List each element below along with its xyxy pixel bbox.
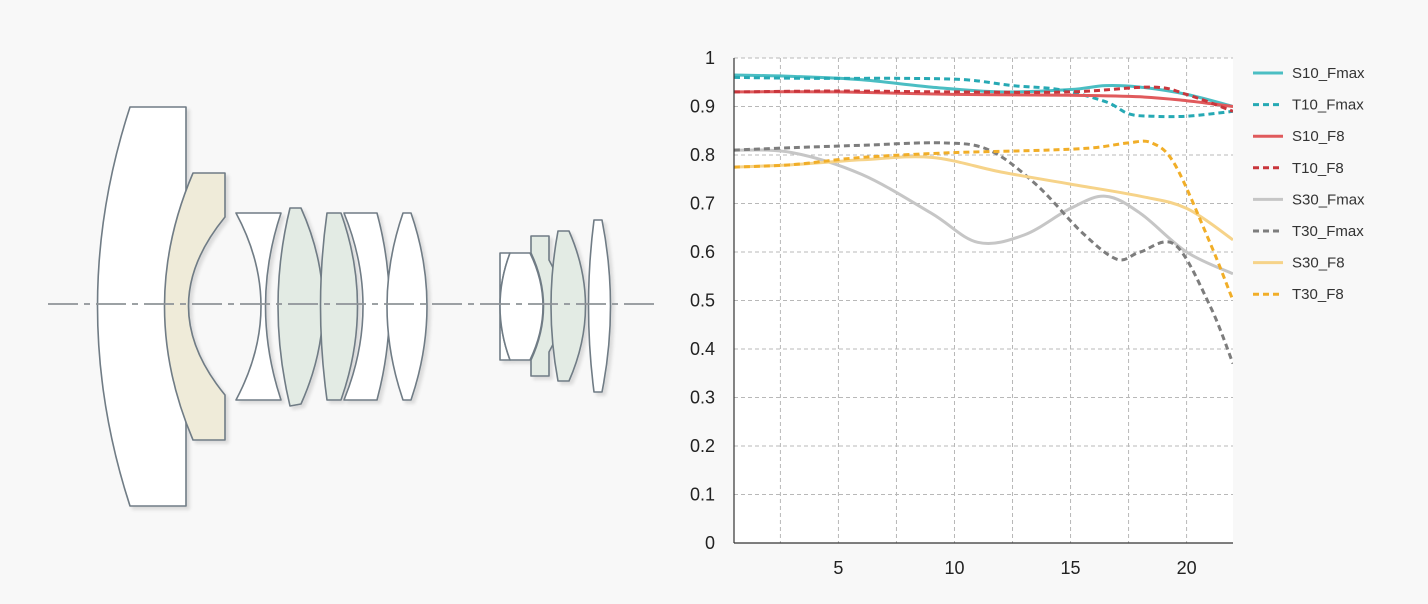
y-tick-label: 0.2 <box>690 436 715 456</box>
lens-element-1 <box>96 106 187 507</box>
lens-diagram <box>48 106 656 507</box>
series-line-t30-fmax <box>734 141 1233 365</box>
y-tick-label: 0.3 <box>690 388 715 408</box>
plot-area <box>734 58 1233 543</box>
legend-label: S10_F8 <box>1292 128 1345 145</box>
series-line-t10-f8 <box>734 85 1233 113</box>
lens-element-3 <box>235 212 282 401</box>
y-tick-label: 0.5 <box>690 291 715 311</box>
lens-element-12 <box>587 219 612 393</box>
legend-label: T30_Fmax <box>1292 223 1364 240</box>
lens-element-2-ed <box>163 172 226 441</box>
legend-label: S30_F8 <box>1292 255 1345 272</box>
series-layer <box>734 73 1233 365</box>
legend-label: T10_F8 <box>1292 160 1344 177</box>
x-tick-label: 15 <box>1061 558 1081 578</box>
y-tick-label: 1 <box>705 48 715 68</box>
legend-label: S30_Fmax <box>1292 191 1365 208</box>
series-line-t10-fmax <box>734 75 1233 119</box>
series-line-s30-fmax <box>734 148 1233 276</box>
lens-element-5-aspheric <box>319 212 359 401</box>
lens-element-4-aspheric <box>277 207 324 407</box>
lens-element-11-aspheric <box>550 230 587 382</box>
x-tick-label: 10 <box>944 558 964 578</box>
y-tick-label: 0.9 <box>690 97 715 117</box>
series-line-t30-f8 <box>734 139 1233 302</box>
legend-label: T30_F8 <box>1292 286 1344 303</box>
y-tick-label: 0 <box>705 533 715 553</box>
y-tick-label: 0.7 <box>690 194 715 214</box>
legend: S10_Fmax T10_Fmax S10_F8 T10_F8 S30_Fmax T30_… <box>1253 65 1365 303</box>
x-tick-label: 20 <box>1177 558 1197 578</box>
lens-element-7 <box>386 212 428 401</box>
y-tick-label: 0.8 <box>690 145 715 165</box>
lens-element-6 <box>343 212 391 401</box>
tick-labels: 00.10.20.30.40.50.60.70.80.915 10 15 20 <box>690 48 1197 578</box>
legend-label: S10_Fmax <box>1292 65 1365 82</box>
y-tick-label: 0.6 <box>690 242 715 262</box>
grid <box>734 57 1233 543</box>
x-tick-label: 5 <box>833 558 843 578</box>
legend-label: T10_Fmax <box>1292 97 1364 114</box>
y-tick-label: 0.1 <box>690 485 715 505</box>
y-tick-label: 0.4 <box>690 339 715 359</box>
axes <box>733 58 1233 544</box>
